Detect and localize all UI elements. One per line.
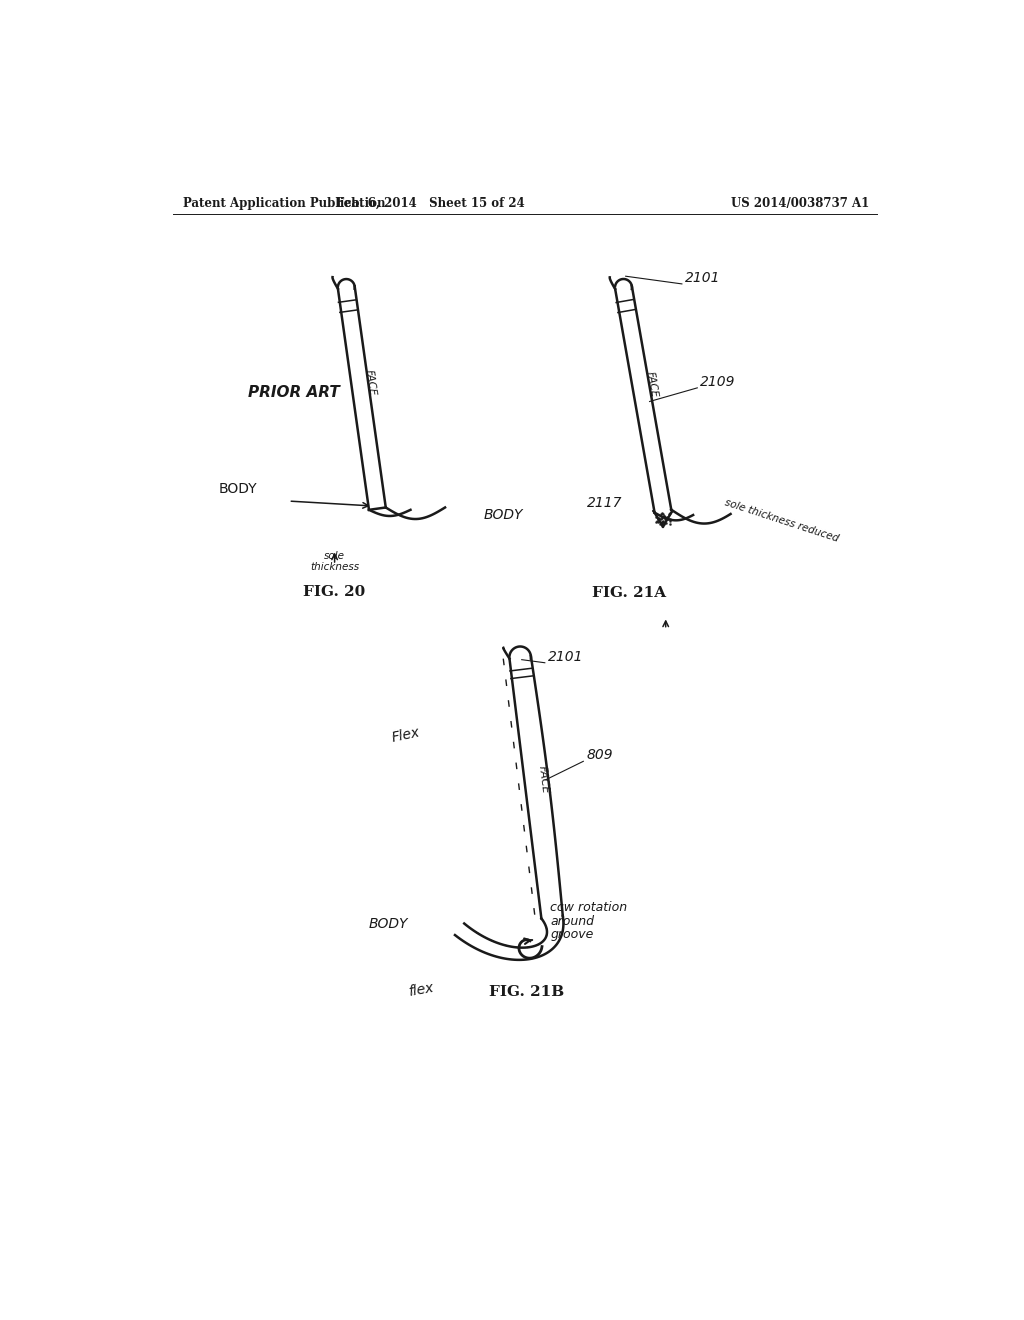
Text: US 2014/0038737 A1: US 2014/0038737 A1 bbox=[731, 197, 869, 210]
Text: FIG. 21B: FIG. 21B bbox=[489, 985, 564, 999]
Text: flex: flex bbox=[408, 981, 435, 999]
Text: ccw rotation: ccw rotation bbox=[550, 902, 628, 915]
Text: FIG. 20: FIG. 20 bbox=[303, 585, 366, 599]
Text: sole
thickness: sole thickness bbox=[310, 550, 359, 573]
Text: 809: 809 bbox=[587, 748, 613, 762]
Text: BODY: BODY bbox=[219, 482, 258, 496]
Text: Patent Application Publication: Patent Application Publication bbox=[183, 197, 385, 210]
Text: 2101: 2101 bbox=[548, 651, 584, 664]
Text: sole thickness reduced: sole thickness reduced bbox=[724, 498, 840, 544]
Text: groove: groove bbox=[550, 928, 594, 941]
Text: BODY: BODY bbox=[369, 917, 408, 932]
Text: FACE: FACE bbox=[364, 370, 377, 396]
Text: FACE: FACE bbox=[537, 766, 550, 795]
Text: Flex: Flex bbox=[391, 726, 422, 744]
Text: Feb. 6, 2014   Sheet 15 of 24: Feb. 6, 2014 Sheet 15 of 24 bbox=[337, 197, 525, 210]
Text: BODY: BODY bbox=[483, 508, 523, 521]
Text: around: around bbox=[550, 915, 594, 928]
Text: FACE: FACE bbox=[644, 371, 658, 399]
Text: 2101: 2101 bbox=[685, 271, 721, 285]
Text: 2117: 2117 bbox=[587, 496, 623, 511]
Text: PRIOR ART: PRIOR ART bbox=[249, 385, 340, 400]
Text: FIG. 21A: FIG. 21A bbox=[593, 586, 667, 601]
Text: 2109: 2109 bbox=[700, 375, 736, 388]
